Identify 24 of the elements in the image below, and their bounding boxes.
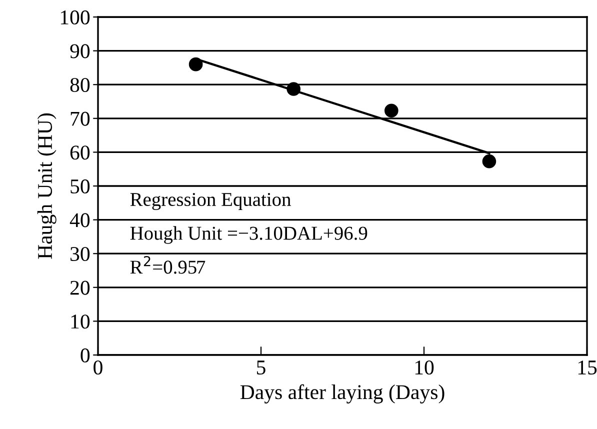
point [482, 154, 496, 168]
x-tick-label: 0 [94, 360, 102, 375]
y-tick-label: 50 [70, 179, 90, 194]
y-tick-label: 70 [70, 112, 90, 126]
y-axis-title: Haugh Unit (HU) [37, 113, 56, 259]
point [286, 82, 301, 96]
y-tick-label: 90 [70, 44, 90, 58]
y-tick-label: 60 [70, 146, 90, 160]
annotation: Regression Equation [130, 192, 291, 210]
y-tick-label: 80 [70, 78, 90, 92]
x-axis-title: Days after laying (Days) [240, 384, 444, 404]
y-tick-label: 40 [70, 213, 90, 228]
x-tick-label: 10 [415, 360, 434, 375]
x-tick-label: 5 [257, 360, 266, 375]
annotation: Hough Unit =−3.10DAL+96.9 [130, 226, 368, 244]
annotation: R$^{2}$=0.957 [130, 256, 206, 274]
y-tick-label: 30 [70, 246, 90, 262]
point [188, 57, 203, 72]
point [384, 104, 398, 118]
y-tick-label: 100 [60, 10, 90, 24]
y-tick-label: 10 [71, 314, 90, 329]
y-tick-label: 0 [80, 348, 90, 362]
x-tick-label: 15 [578, 360, 597, 375]
y-tick-label: 20 [70, 280, 90, 295]
